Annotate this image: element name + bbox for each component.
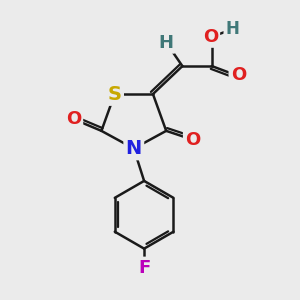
Text: H: H (226, 20, 239, 38)
Text: O: O (203, 28, 218, 46)
Text: H: H (159, 34, 174, 52)
Text: F: F (138, 259, 150, 277)
Text: O: O (231, 66, 246, 84)
Text: O: O (185, 131, 200, 149)
Text: N: N (126, 139, 142, 158)
Text: O: O (66, 110, 81, 128)
Text: S: S (108, 85, 122, 104)
